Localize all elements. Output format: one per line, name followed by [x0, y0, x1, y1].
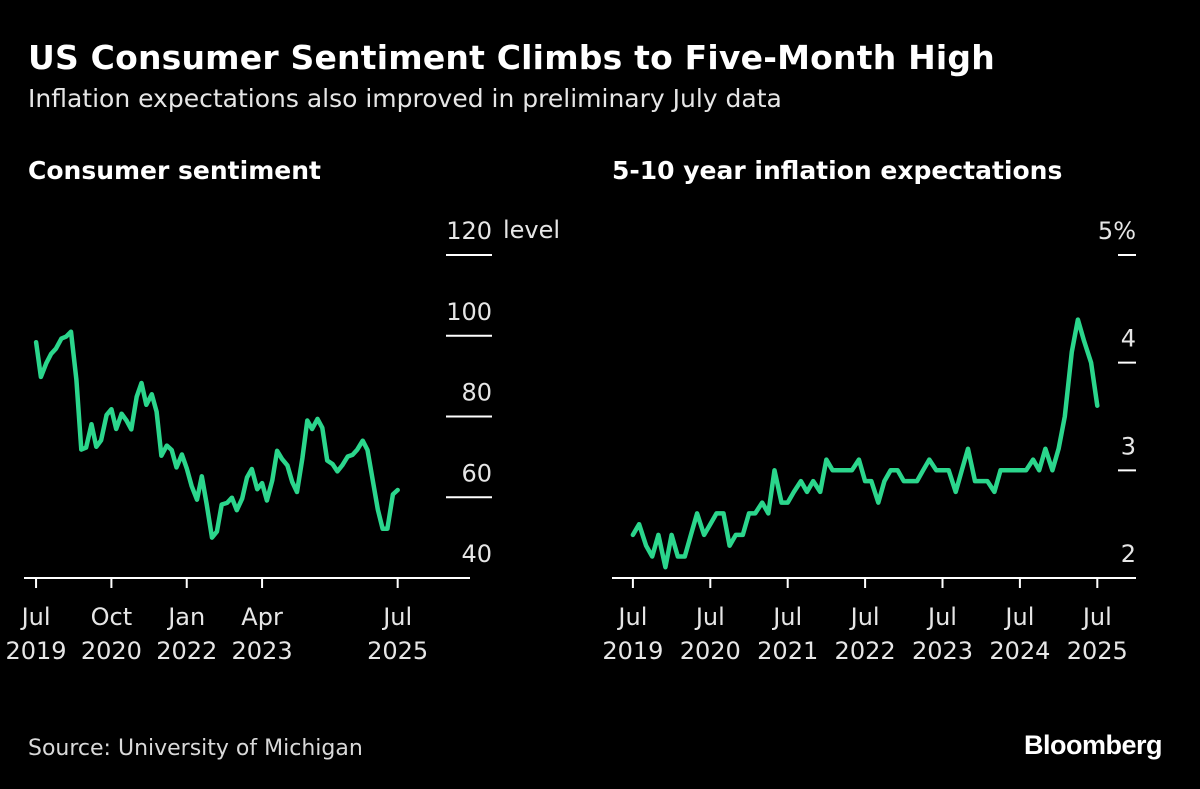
x-tick-label: Jan 2022: [156, 603, 217, 665]
x-tick-label: Jul 2024: [989, 603, 1050, 665]
series-line: [630, 317, 1100, 570]
y-tick-label: 100: [446, 298, 492, 326]
bloomberg-logo: Bloomberg: [1023, 730, 1163, 760]
left-panel-title: Consumer sentiment: [28, 156, 321, 185]
y-tick-label: 2: [1121, 540, 1136, 568]
chart-subtitle: Inflation expectations also improved in …: [28, 84, 782, 113]
y-tick-label: 3: [1121, 432, 1136, 460]
source-note: Source: University of Michigan: [28, 736, 363, 761]
x-tick-label: Jul 2019: [6, 603, 67, 665]
y-tick-label: 80: [461, 379, 492, 407]
x-tick-label: Oct 2020: [81, 603, 142, 665]
x-tick-label: Jul 2023: [912, 603, 973, 665]
x-tick-label: Jul 2022: [835, 603, 896, 665]
x-tick-label: Jul 2020: [680, 603, 741, 665]
y-tick-label: 4: [1121, 325, 1136, 353]
x-tick-label: Jul 2021: [757, 603, 818, 665]
y-tick-label: 60: [461, 459, 492, 487]
right-panel-title: 5-10 year inflation expectations: [612, 156, 1063, 185]
x-tick-label: Apr 2023: [232, 603, 293, 665]
x-tick-label: Jul 2019: [602, 603, 663, 665]
y-tick-label: 120: [446, 217, 492, 245]
series-line: [33, 329, 400, 540]
y-tick-label: 40: [461, 540, 492, 568]
x-tick-label: Jul 2025: [367, 603, 428, 665]
x-tick-label: Jul 2025: [1067, 603, 1128, 665]
chart-title: US Consumer Sentiment Climbs to Five-Mon…: [28, 38, 995, 77]
y-axis-unit-label: level: [503, 216, 560, 244]
y-tick-label: 5%: [1098, 217, 1136, 245]
